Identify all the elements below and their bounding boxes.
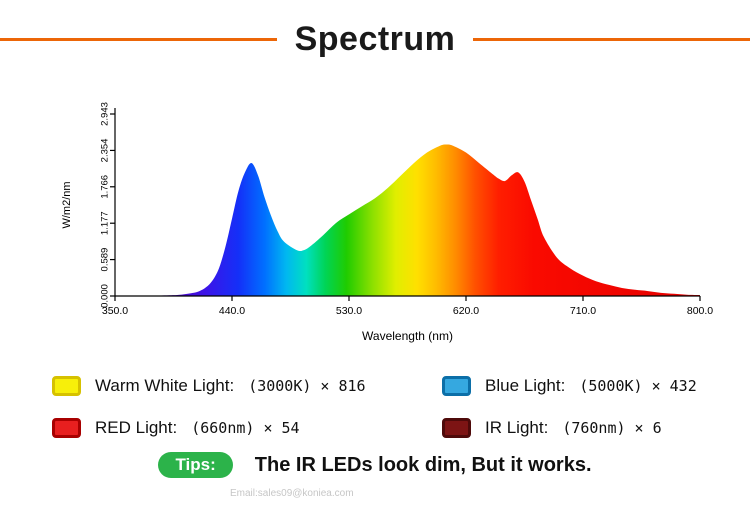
warm-white-swatch-icon — [52, 376, 81, 396]
x-tick-label: 350.0 — [102, 305, 128, 317]
x-axis-title: Wavelength (nm) — [362, 329, 453, 343]
legend-item-warm-white: Warm White Light: (3000K) × 816 — [52, 376, 442, 396]
page-title: Spectrum — [294, 20, 456, 58]
legend-detail: (5000K) × 432 — [579, 377, 697, 395]
tips-row: Tips: The IR LEDs look dim, But it works… — [0, 452, 750, 478]
x-tick-label: 440.0 — [219, 305, 245, 317]
y-tick-label: 0.000 — [99, 284, 110, 308]
y-tick-label: 1.766 — [99, 175, 110, 199]
red-swatch-icon — [52, 418, 81, 438]
header-rule-right — [473, 38, 750, 41]
x-tick-label: 530.0 — [336, 305, 362, 317]
legend-item-red: RED Light: (660nm) × 54 — [52, 418, 442, 438]
legend-detail: (660nm) × 54 — [191, 419, 300, 437]
legend-label: IR Light: — [485, 418, 549, 437]
legend-label: RED Light: — [95, 418, 178, 437]
blue-swatch-icon — [442, 376, 471, 396]
ir-swatch-icon — [442, 418, 471, 438]
legend-detail: (760nm) × 6 — [562, 419, 662, 437]
y-tick-label: 2.354 — [99, 139, 110, 163]
header-rule-left — [0, 38, 277, 41]
x-tick-label: 620.0 — [453, 305, 479, 317]
legend-label: Blue Light: — [485, 376, 566, 395]
header: Spectrum — [0, 20, 750, 59]
spectrum-chart-svg: 0.000 0.589 1.177 1.766 2.354 2.943 350.0 440.0… — [61, 102, 713, 343]
legend: Warm White Light: (3000K) × 816 Blue Lig… — [52, 376, 712, 438]
legend-item-ir: IR Light: (760nm) × 6 — [442, 418, 712, 438]
y-tick-label: 1.177 — [99, 211, 110, 235]
tips-text: The IR LEDs look dim, But it works. — [254, 453, 592, 476]
legend-label: Warm White Light: — [95, 376, 235, 395]
x-tick-label: 710.0 — [570, 305, 596, 317]
spectrum-area — [115, 144, 700, 296]
y-axis-title: W/m2/nm — [61, 181, 73, 228]
tips-badge: Tips: — [158, 452, 233, 478]
legend-item-blue: Blue Light: (5000K) × 432 — [442, 376, 712, 396]
legend-detail: (3000K) × 816 — [248, 377, 366, 395]
y-tick-label: 0.589 — [99, 248, 110, 272]
y-tick-label: 2.943 — [99, 102, 110, 126]
footer-email: Email:sales09@koniea.com — [230, 488, 354, 499]
spectrum-chart: 0.000 0.589 1.177 1.766 2.354 2.943 350.0 440.0… — [55, 74, 715, 364]
x-tick-label: 800.0 — [687, 305, 713, 317]
